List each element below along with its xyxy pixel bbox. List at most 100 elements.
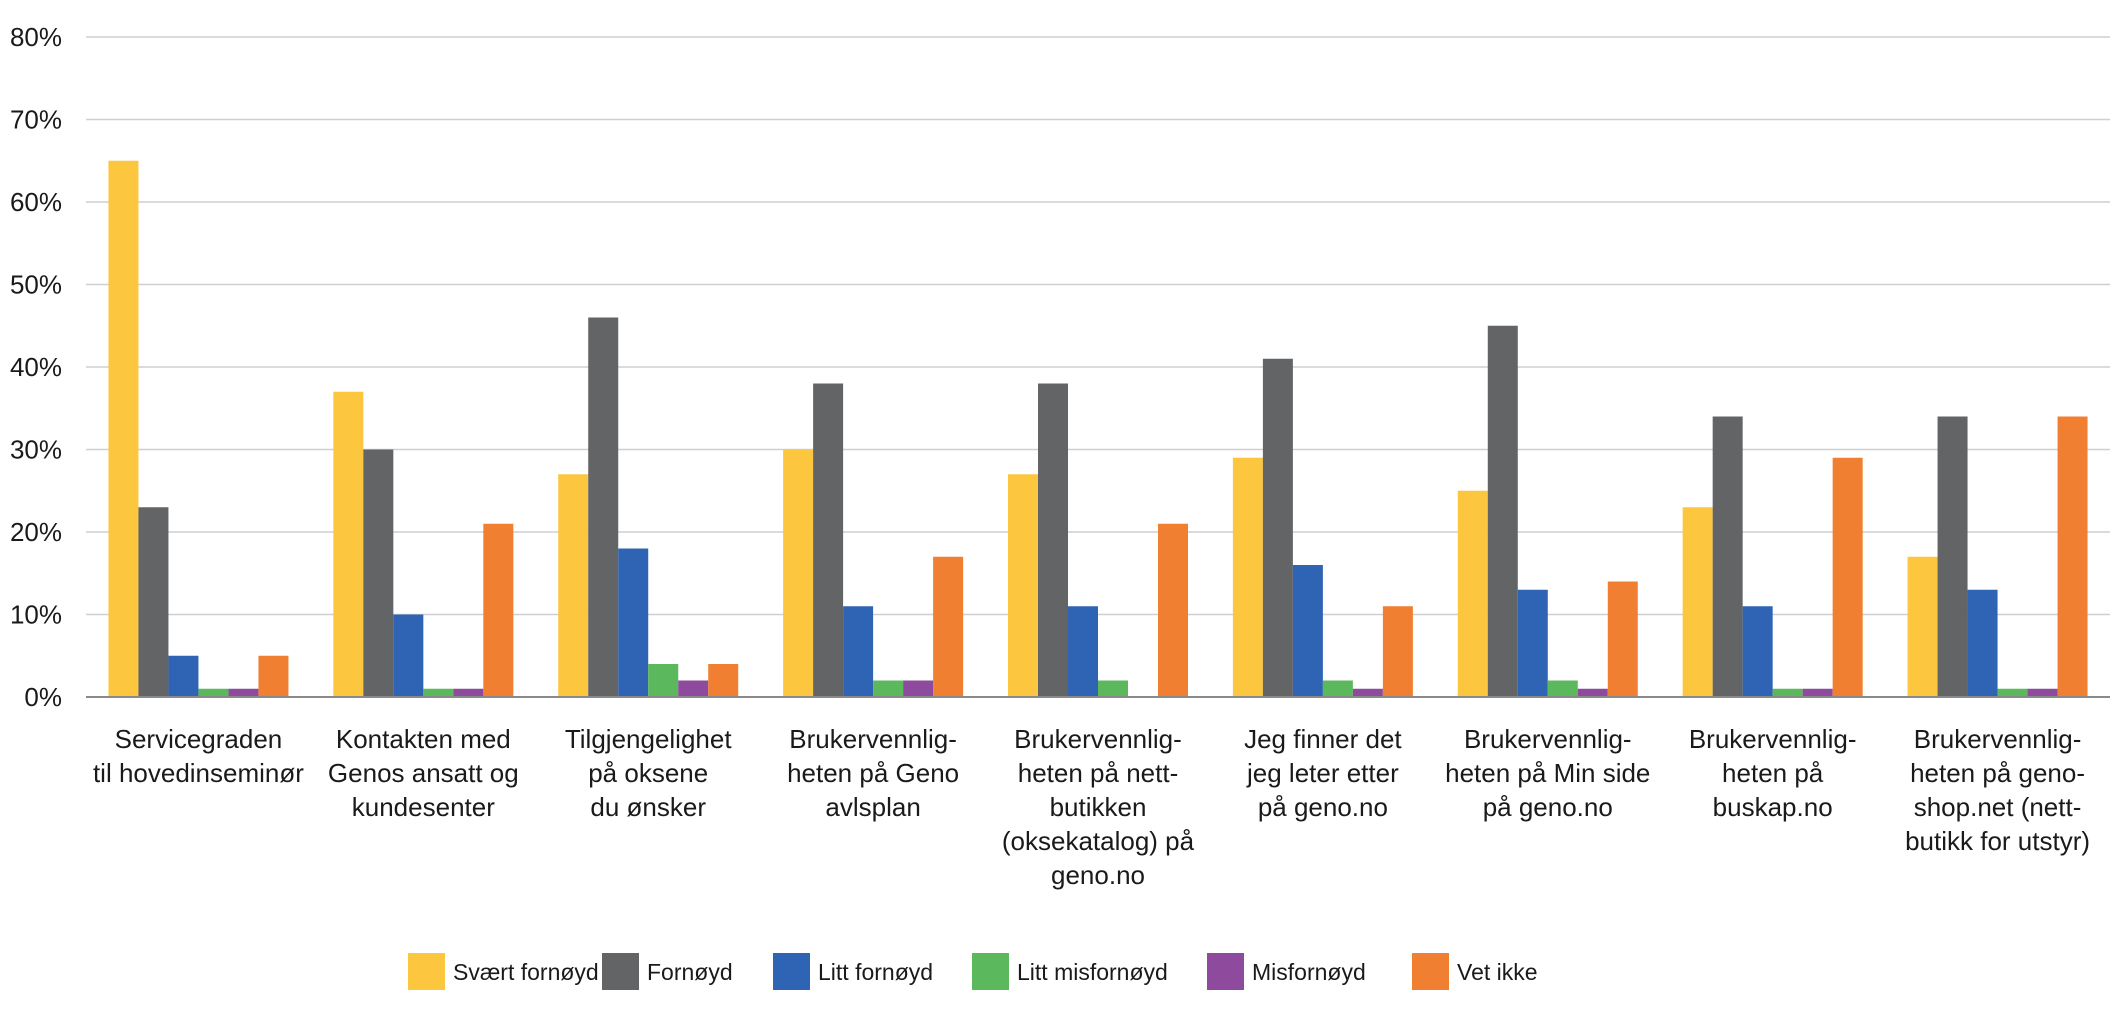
bar [708, 664, 739, 697]
y-tick-label: 20% [10, 517, 62, 547]
category-label: Kontakten med Genos ansatt og kundesenter [328, 724, 519, 822]
bar [258, 655, 289, 697]
legend-swatch [602, 953, 639, 990]
y-tick-label: 0% [24, 682, 62, 712]
category-label-line: på geno.no [1483, 792, 1613, 822]
y-tick-label: 60% [10, 187, 62, 217]
legend-item: Misfornøyd [1207, 953, 1366, 990]
legend-label: Litt misfornøyd [1017, 959, 1168, 985]
legend-item: Fornøyd [602, 953, 733, 990]
category-label-line: avlsplan [825, 792, 920, 822]
bar [1802, 688, 1833, 697]
category-label-line: heten på nett- [1018, 758, 1178, 788]
category-label-line: heten på geno- [1910, 758, 2085, 788]
bar [1607, 581, 1638, 697]
category-label-line: Tilgjengelighet [565, 724, 732, 754]
bar [483, 523, 514, 697]
bar [873, 680, 904, 697]
bar [1322, 680, 1353, 697]
category-label-line: buskap.no [1713, 792, 1833, 822]
category-label-line: Servicegraden [115, 724, 283, 754]
category-label-line: til hovedinseminør [93, 758, 304, 788]
category-label-line: Brukervennlig- [789, 724, 957, 754]
legend-swatch [773, 953, 810, 990]
legend-label: Litt fornøyd [818, 959, 933, 985]
legend-swatch [972, 953, 1009, 990]
bar [1038, 383, 1068, 697]
bar [2027, 688, 2058, 697]
category-label-line: geno.no [1051, 860, 1145, 890]
bar [1232, 457, 1263, 697]
category-label: Brukervennlig-heten på Min side på geno.n… [1445, 724, 1650, 822]
legend: Svært fornøyd Fornøyd Litt fornøyd Litt mis… [408, 953, 1538, 990]
category-label-line: kundesenter [352, 792, 495, 822]
bar [138, 507, 169, 697]
category-label-line: heten på [1722, 758, 1824, 788]
bar [108, 160, 139, 697]
legend-item: Vet ikke [1412, 953, 1538, 990]
category-label-line: Brukervennlig- [1464, 724, 1632, 754]
bar [1577, 688, 1608, 697]
legend-item: Svært fornøyd [408, 953, 599, 990]
bar [558, 474, 589, 697]
category-label-line: shop.net (nett- [1914, 792, 2082, 822]
bar [1772, 688, 1803, 697]
bar [618, 548, 649, 697]
category-label: Tilgjengelighet på oksene du ønsker [565, 724, 732, 822]
category-label-line: butikken [1050, 792, 1147, 822]
bar [1262, 358, 1293, 697]
category-label-line: på geno.no [1258, 792, 1388, 822]
legend-swatch [408, 953, 445, 990]
bar [1158, 523, 1188, 697]
bar [198, 688, 229, 697]
category-label-line: på oksene [588, 758, 708, 788]
bars [108, 160, 2088, 697]
bar [1907, 556, 1938, 697]
category-label-line: du ønsker [590, 792, 706, 822]
bar [1008, 474, 1038, 697]
category-label: Jeg finner det jeg leter etter på geno.no [1244, 724, 1402, 822]
bar [1487, 325, 1518, 697]
bar [453, 688, 484, 697]
y-axis-tick-labels: 0% 10% 20% 30% 40% 50% 60% 70% 80% [10, 22, 62, 712]
legend-swatch [1207, 953, 1244, 990]
legend-label: Fornøyd [647, 959, 733, 985]
bar [1457, 490, 1488, 697]
legend-item: Litt fornøyd [773, 953, 933, 990]
category-label-line: Jeg finner det [1244, 724, 1402, 754]
category-label-line: heten på Min side [1445, 758, 1650, 788]
legend-label: Misfornøyd [1252, 959, 1366, 985]
category-label-line: Brukervennlig- [1689, 724, 1857, 754]
bar [1382, 606, 1413, 697]
bar [168, 655, 199, 697]
y-tick-label: 50% [10, 270, 62, 300]
bar [1292, 565, 1323, 697]
bar [1967, 589, 1998, 697]
category-label-line: Brukervennlig- [1914, 724, 2082, 754]
bar [1517, 589, 1548, 697]
bar [333, 391, 364, 697]
bar [783, 449, 814, 697]
bar [648, 664, 679, 697]
bar [423, 688, 454, 697]
bar [228, 688, 259, 697]
category-labels: Servicegraden til hovedinseminør Kontakten… [93, 724, 2090, 890]
bar [2057, 416, 2088, 697]
category-label: Brukervennlig-heten på buskap.no [1689, 724, 1857, 822]
category-label-line: Brukervennlig- [1014, 724, 1182, 754]
category-label-line: butikk for utstyr) [1905, 826, 2090, 856]
y-tick-label: 30% [10, 435, 62, 465]
category-label-line: heten på Geno [787, 758, 959, 788]
bar [1712, 416, 1743, 697]
bar [813, 383, 844, 697]
bar [678, 680, 709, 697]
y-tick-label: 10% [10, 600, 62, 630]
category-label-line: jeg leter etter [1246, 758, 1399, 788]
bar [1352, 688, 1383, 697]
bar [843, 606, 874, 697]
category-label-line: Genos ansatt og [328, 758, 519, 788]
legend-item: Litt misfornøyd [972, 953, 1168, 990]
category-label: Brukervennlig-heten på geno-shop.net (ne… [1905, 724, 2090, 856]
bar [363, 449, 394, 697]
